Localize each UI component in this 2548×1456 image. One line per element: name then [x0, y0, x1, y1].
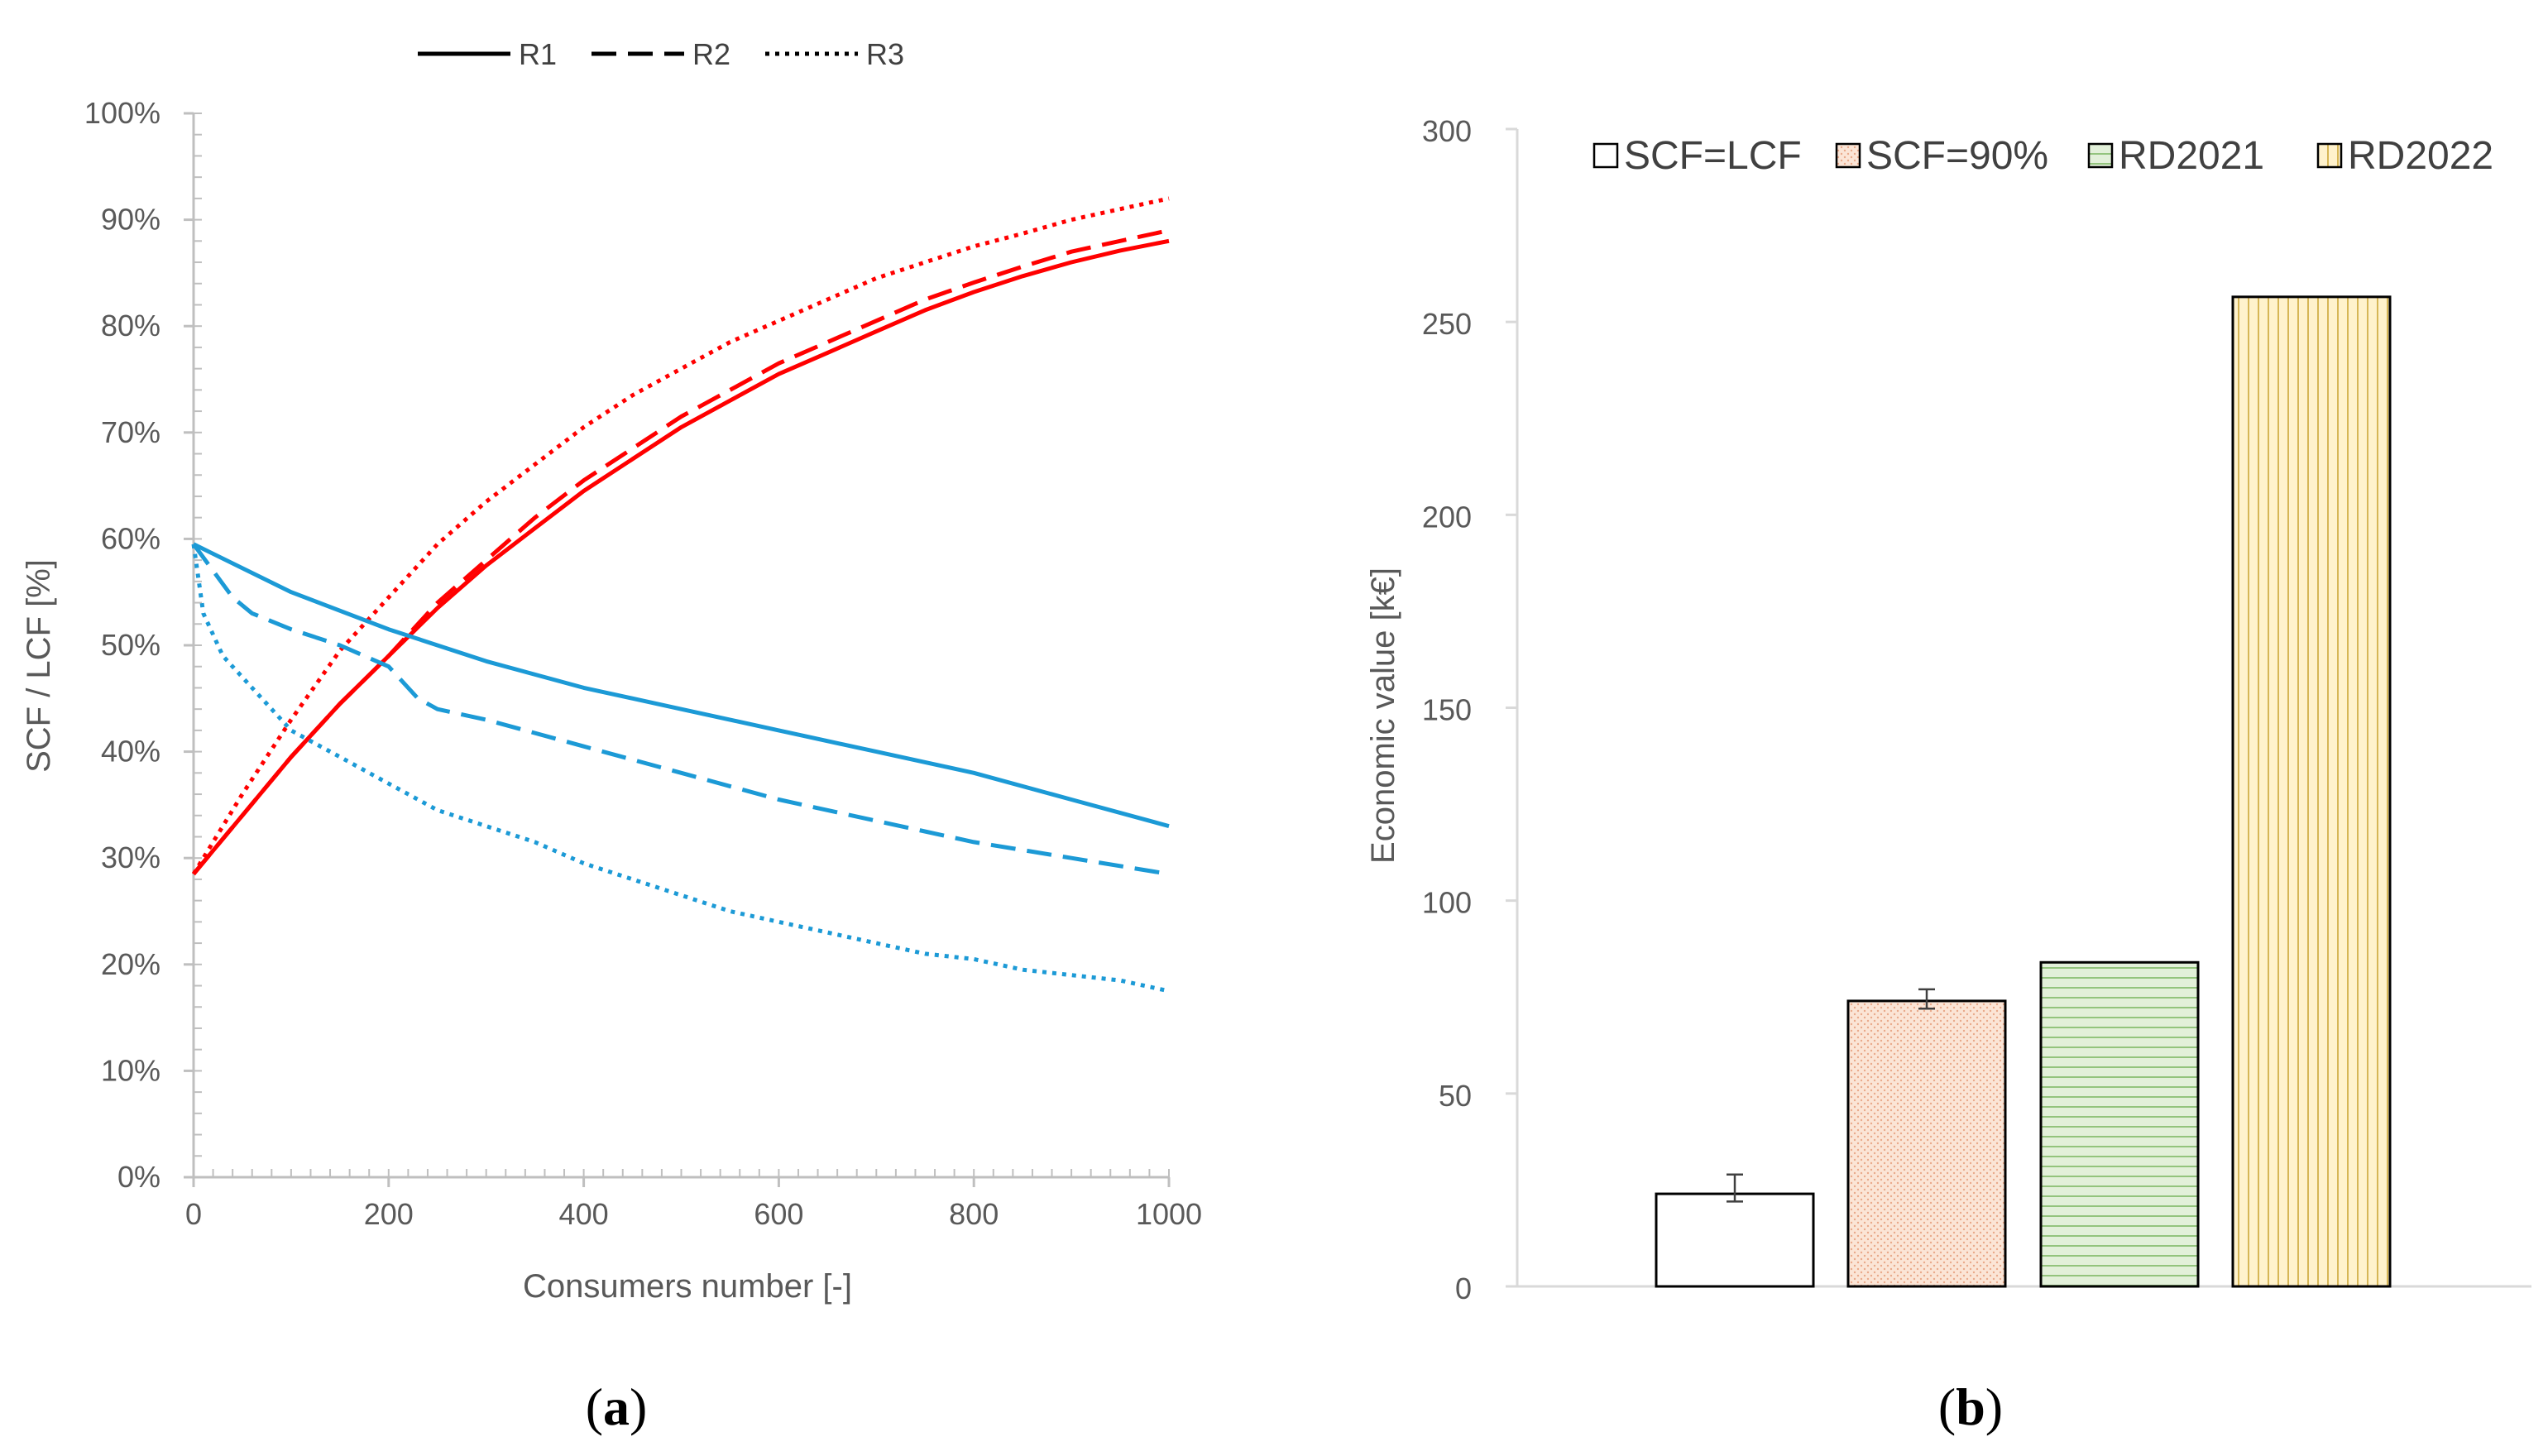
panel-label-a: (a): [586, 1377, 648, 1436]
y-tick-label-b: 100: [1422, 886, 1472, 920]
legend-label: R1: [519, 37, 557, 71]
bar-chart-axes: 0 50 100 150 200 250 300: [1422, 114, 2531, 1305]
y-axis-title-scf: SCF: [21, 706, 57, 773]
legend-label-b: SCF=LCF: [1624, 134, 1802, 178]
y-axis-title-lcf: LCF: [21, 616, 57, 679]
bar-scf-90-: [1846, 999, 2007, 1288]
y-tick-label: 80%: [101, 309, 160, 342]
panel-label-b-close: ): [1985, 1377, 2003, 1436]
series-line-lcf-dashed: [191, 543, 1170, 876]
y-tick-label: 50%: [101, 628, 160, 662]
x-axis-title: Consumers number [-]: [523, 1268, 852, 1305]
y-tick-label-b: 0: [1455, 1272, 1472, 1305]
legend-swatch-b: [1592, 142, 1619, 169]
series-line-scf-solid: [192, 238, 1170, 876]
panel-label-b-open: (: [1938, 1377, 1956, 1436]
y-tick-label-b: 250: [1422, 307, 1472, 341]
legend-label: R3: [866, 37, 904, 71]
y-tick-label: 90%: [101, 203, 160, 237]
legend-label: R2: [692, 37, 730, 71]
y-tick-label-b: 200: [1422, 500, 1472, 534]
x-tick-label: 1000: [1136, 1197, 1202, 1231]
y-tick-label: 30%: [101, 841, 160, 874]
x-tick-label: 400: [559, 1197, 609, 1231]
y-tick-label: 70%: [101, 415, 160, 449]
series-line-scf-dashed: [192, 228, 1170, 876]
legend-swatch-b: [1835, 142, 1861, 169]
bar-chart-legend: SCF=LCF SCF=90% RD2021 RD2022: [1592, 134, 2493, 178]
x-tick-label: 800: [949, 1197, 999, 1231]
line-chart-axes: 0% 10% 20% 30% 40% 50% 60% 70% 80% 90% 100% 0 200 400…: [84, 96, 1202, 1231]
line-chart-legend: R1 R2 R3: [418, 37, 904, 71]
x-tick-label: 0: [185, 1197, 202, 1231]
y-tick-label: 0%: [117, 1160, 160, 1194]
legend-label-b: RD2021: [2119, 134, 2264, 178]
panel-label-b-letter: b: [1956, 1377, 1985, 1436]
bar-chart-bars: [1655, 295, 2392, 1288]
series-line-scf-dotted: [191, 196, 1170, 875]
y-tick-label-b: 150: [1422, 693, 1472, 727]
y-tick-label: 40%: [101, 735, 160, 769]
legend-swatch-b: [2316, 142, 2343, 169]
bar-scf-lcf: [1655, 1192, 1815, 1288]
legend-swatch-b: [2087, 142, 2114, 169]
legend-label-b: RD2022: [2348, 134, 2493, 178]
panel-label-a-letter: a: [603, 1377, 630, 1436]
y-tick-label-b: 300: [1422, 114, 1472, 148]
y-tick-label-b: 50: [1439, 1079, 1472, 1113]
y-axis-title-sep: /: [21, 679, 57, 706]
x-tick-label: 600: [754, 1197, 803, 1231]
y-tick-label: 100%: [84, 96, 160, 130]
series-line-lcf-solid: [192, 542, 1170, 829]
line-chart-panel-a: 0% 10% 20% 30% 40% 50% 60% 70% 80% 90% 100% 0 200 400…: [21, 37, 1202, 1436]
bar-rd2022: [2231, 295, 2392, 1288]
bar-rd2021: [2039, 960, 2200, 1288]
panel-label-a-open: (: [586, 1377, 603, 1436]
bar-chart-panel-b: 0 50 100 150 200 250 300 SCF=LCF SCF=90% RD2021 R…: [1365, 114, 2531, 1436]
y-axis-title: SCF / LCF [%]: [21, 559, 57, 773]
legend-label-b: SCF=90%: [1866, 134, 2048, 178]
y-axis-title-unit: [%]: [21, 559, 57, 616]
y-axis-title-b: Economic value [k€]: [1365, 568, 1401, 864]
line-chart-series: [191, 196, 1170, 994]
panel-label-a-close: ): [630, 1377, 647, 1436]
panel-label-b: (b): [1938, 1377, 2003, 1436]
y-tick-label: 10%: [101, 1053, 160, 1087]
x-tick-label: 200: [364, 1197, 414, 1231]
y-tick-label: 60%: [101, 521, 160, 555]
y-tick-label: 20%: [101, 947, 160, 981]
